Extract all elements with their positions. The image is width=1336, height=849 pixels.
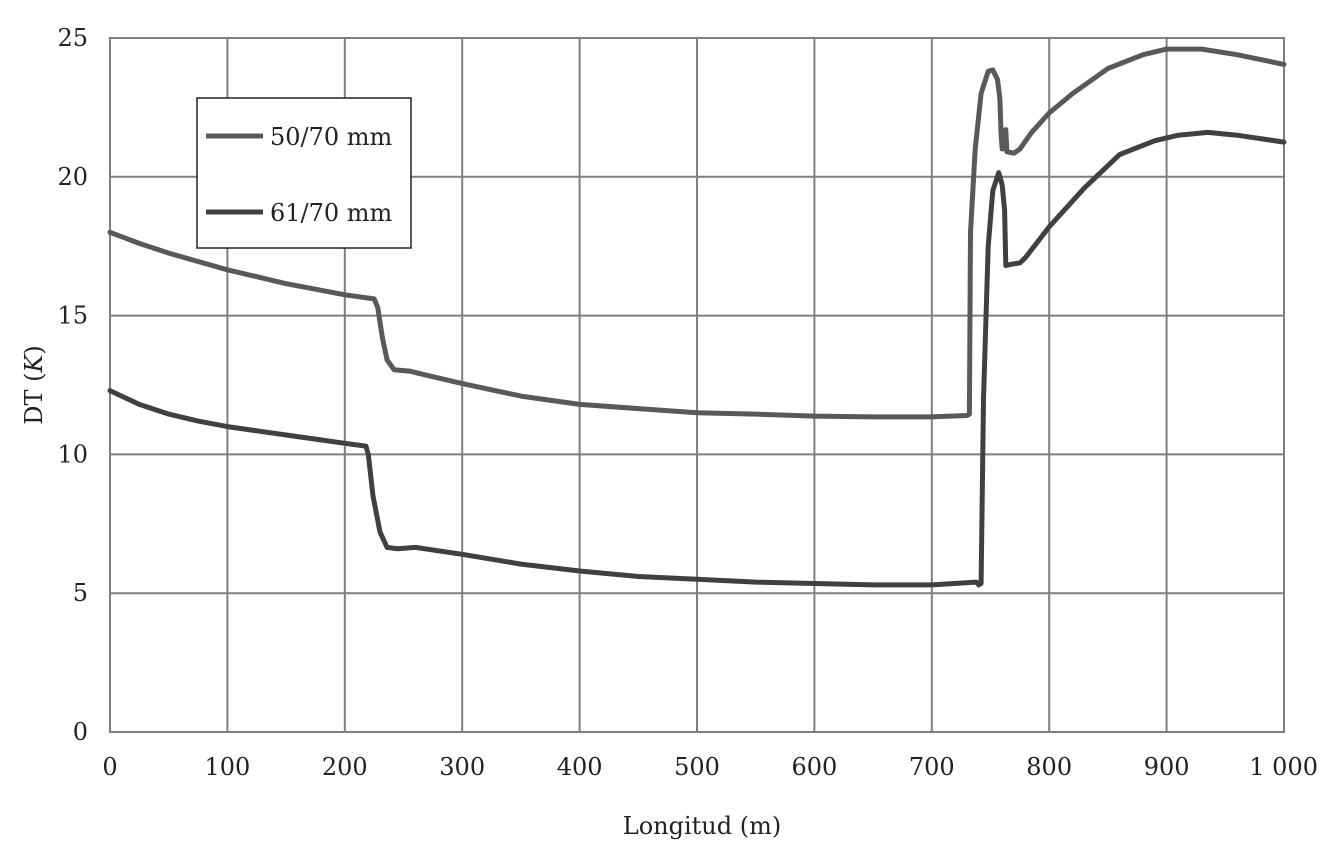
y-axis-title: DT (K) [20, 345, 48, 425]
x-tick-label: 200 [322, 753, 368, 781]
y-tick-labels: 0 5 10 15 20 25 [57, 24, 88, 746]
y-tick-label: 5 [73, 579, 88, 607]
legend: 50/70 mm 61/70 mm [196, 97, 412, 249]
y-tick-label: 0 [73, 718, 88, 746]
y-axis-title-end: ) [20, 345, 48, 354]
series-line-61-70-mm [107, 129, 1287, 588]
y-axis-title-main: DT ( [20, 373, 48, 425]
x-axis-title: Longitud (m) [623, 812, 781, 840]
x-tick-label: 100 [204, 753, 250, 781]
legend-label-50-70: 50/70 mm [270, 123, 393, 151]
y-tick-label: 10 [57, 440, 88, 468]
y-tick-label: 15 [57, 302, 88, 330]
series-line-50-70-mm [107, 46, 1287, 420]
plot-frame [109, 37, 1285, 733]
y-tick-label: 25 [57, 24, 88, 52]
x-tick-label: 600 [791, 753, 837, 781]
x-tick-label: 900 [1144, 753, 1190, 781]
legend-label-61-70: 61/70 mm [270, 199, 393, 227]
y-axis-title-unit: K [20, 353, 48, 374]
x-tick-label: 0 [102, 753, 117, 781]
x-tick-label: 300 [439, 753, 485, 781]
y-tick-label: 20 [57, 163, 88, 191]
legend-box [196, 97, 412, 249]
x-tick-label: 400 [557, 753, 603, 781]
x-tick-label: 500 [674, 753, 720, 781]
x-tick-label: 700 [909, 753, 955, 781]
x-tick-label: 800 [1026, 753, 1072, 781]
series-group [107, 46, 1287, 588]
x-tick-label: 1 000 [1249, 753, 1318, 781]
x-tick-labels: 0 100 200 300 400 500 600 700 800 900 1 000 [102, 753, 1318, 781]
